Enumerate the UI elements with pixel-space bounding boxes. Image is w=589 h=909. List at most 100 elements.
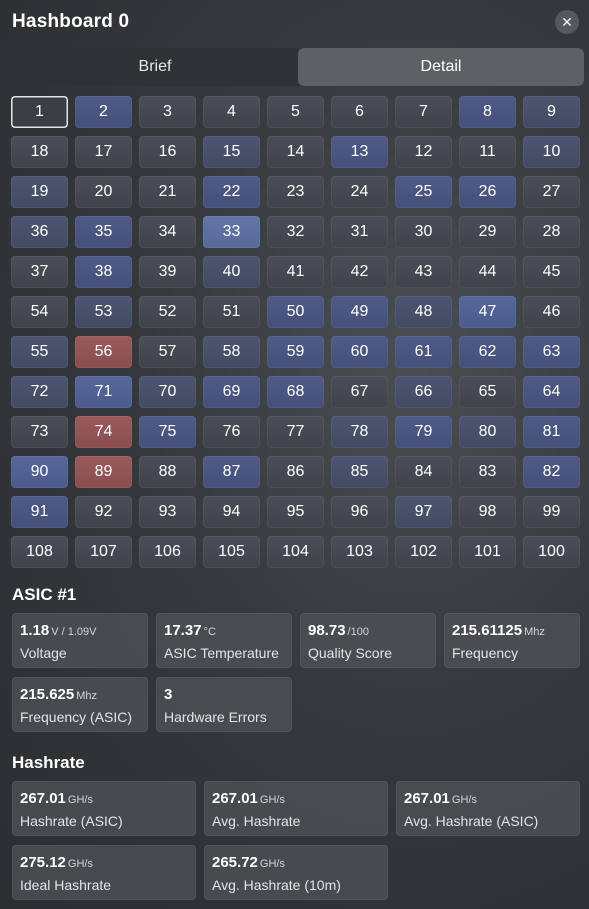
chip-107[interactable]: 107	[75, 536, 132, 568]
chip-76[interactable]: 76	[203, 416, 260, 448]
chip-72[interactable]: 72	[11, 376, 68, 408]
chip-84[interactable]: 84	[395, 456, 452, 488]
chip-68[interactable]: 68	[267, 376, 324, 408]
chip-15[interactable]: 15	[203, 136, 260, 168]
chip-48[interactable]: 48	[395, 296, 452, 328]
chip-7[interactable]: 7	[395, 96, 452, 128]
chip-102[interactable]: 102	[395, 536, 452, 568]
chip-32[interactable]: 32	[267, 216, 324, 248]
chip-64[interactable]: 64	[523, 376, 580, 408]
chip-90[interactable]: 90	[11, 456, 68, 488]
chip-94[interactable]: 94	[203, 496, 260, 528]
chip-23[interactable]: 23	[267, 176, 324, 208]
chip-78[interactable]: 78	[331, 416, 388, 448]
chip-54[interactable]: 54	[11, 296, 68, 328]
tab-brief[interactable]: Brief	[138, 58, 172, 75]
chip-100[interactable]: 100	[523, 536, 580, 568]
chip-61[interactable]: 61	[395, 336, 452, 368]
chip-11[interactable]: 11	[459, 136, 516, 168]
chip-17[interactable]: 17	[75, 136, 132, 168]
chip-6[interactable]: 6	[331, 96, 388, 128]
chip-106[interactable]: 106	[139, 536, 196, 568]
chip-77[interactable]: 77	[267, 416, 324, 448]
chip-30[interactable]: 30	[395, 216, 452, 248]
chip-60[interactable]: 60	[331, 336, 388, 368]
chip-29[interactable]: 29	[459, 216, 516, 248]
chip-34[interactable]: 34	[139, 216, 196, 248]
chip-62[interactable]: 62	[459, 336, 516, 368]
chip-99[interactable]: 99	[523, 496, 580, 528]
chip-56[interactable]: 56	[75, 336, 132, 368]
chip-97[interactable]: 97	[395, 496, 452, 528]
chip-104[interactable]: 104	[267, 536, 324, 568]
chip-33[interactable]: 33	[203, 216, 260, 248]
chip-87[interactable]: 87	[203, 456, 260, 488]
chip-18[interactable]: 18	[11, 136, 68, 168]
chip-25[interactable]: 25	[395, 176, 452, 208]
chip-93[interactable]: 93	[139, 496, 196, 528]
chip-66[interactable]: 66	[395, 376, 452, 408]
chip-47[interactable]: 47	[459, 296, 516, 328]
chip-108[interactable]: 108	[11, 536, 68, 568]
chip-73[interactable]: 73	[11, 416, 68, 448]
chip-95[interactable]: 95	[267, 496, 324, 528]
chip-36[interactable]: 36	[11, 216, 68, 248]
chip-46[interactable]: 46	[523, 296, 580, 328]
chip-52[interactable]: 52	[139, 296, 196, 328]
chip-24[interactable]: 24	[331, 176, 388, 208]
chip-85[interactable]: 85	[331, 456, 388, 488]
chip-103[interactable]: 103	[331, 536, 388, 568]
chip-4[interactable]: 4	[203, 96, 260, 128]
chip-44[interactable]: 44	[459, 256, 516, 288]
chip-88[interactable]: 88	[139, 456, 196, 488]
chip-35[interactable]: 35	[75, 216, 132, 248]
chip-20[interactable]: 20	[75, 176, 132, 208]
chip-96[interactable]: 96	[331, 496, 388, 528]
chip-50[interactable]: 50	[267, 296, 324, 328]
chip-74[interactable]: 74	[75, 416, 132, 448]
chip-89[interactable]: 89	[75, 456, 132, 488]
chip-14[interactable]: 14	[267, 136, 324, 168]
chip-3[interactable]: 3	[139, 96, 196, 128]
chip-31[interactable]: 31	[331, 216, 388, 248]
chip-13[interactable]: 13	[331, 136, 388, 168]
chip-105[interactable]: 105	[203, 536, 260, 568]
chip-91[interactable]: 91	[11, 496, 68, 528]
chip-10[interactable]: 10	[523, 136, 580, 168]
chip-92[interactable]: 92	[75, 496, 132, 528]
chip-43[interactable]: 43	[395, 256, 452, 288]
chip-42[interactable]: 42	[331, 256, 388, 288]
chip-63[interactable]: 63	[523, 336, 580, 368]
chip-37[interactable]: 37	[11, 256, 68, 288]
chip-101[interactable]: 101	[459, 536, 516, 568]
tab-detail[interactable]: Detail	[298, 48, 584, 86]
chip-40[interactable]: 40	[203, 256, 260, 288]
chip-79[interactable]: 79	[395, 416, 452, 448]
chip-67[interactable]: 67	[331, 376, 388, 408]
chip-19[interactable]: 19	[11, 176, 68, 208]
chip-9[interactable]: 9	[523, 96, 580, 128]
chip-39[interactable]: 39	[139, 256, 196, 288]
chip-80[interactable]: 80	[459, 416, 516, 448]
chip-1[interactable]: 1	[11, 96, 68, 128]
chip-71[interactable]: 71	[75, 376, 132, 408]
chip-86[interactable]: 86	[267, 456, 324, 488]
chip-55[interactable]: 55	[11, 336, 68, 368]
chip-82[interactable]: 82	[523, 456, 580, 488]
chip-51[interactable]: 51	[203, 296, 260, 328]
chip-22[interactable]: 22	[203, 176, 260, 208]
chip-70[interactable]: 70	[139, 376, 196, 408]
chip-65[interactable]: 65	[459, 376, 516, 408]
chip-59[interactable]: 59	[267, 336, 324, 368]
chip-81[interactable]: 81	[523, 416, 580, 448]
close-button[interactable]: ✕	[555, 10, 579, 34]
chip-41[interactable]: 41	[267, 256, 324, 288]
chip-21[interactable]: 21	[139, 176, 196, 208]
chip-16[interactable]: 16	[139, 136, 196, 168]
chip-45[interactable]: 45	[523, 256, 580, 288]
chip-57[interactable]: 57	[139, 336, 196, 368]
chip-28[interactable]: 28	[523, 216, 580, 248]
chip-5[interactable]: 5	[267, 96, 324, 128]
chip-49[interactable]: 49	[331, 296, 388, 328]
chip-58[interactable]: 58	[203, 336, 260, 368]
